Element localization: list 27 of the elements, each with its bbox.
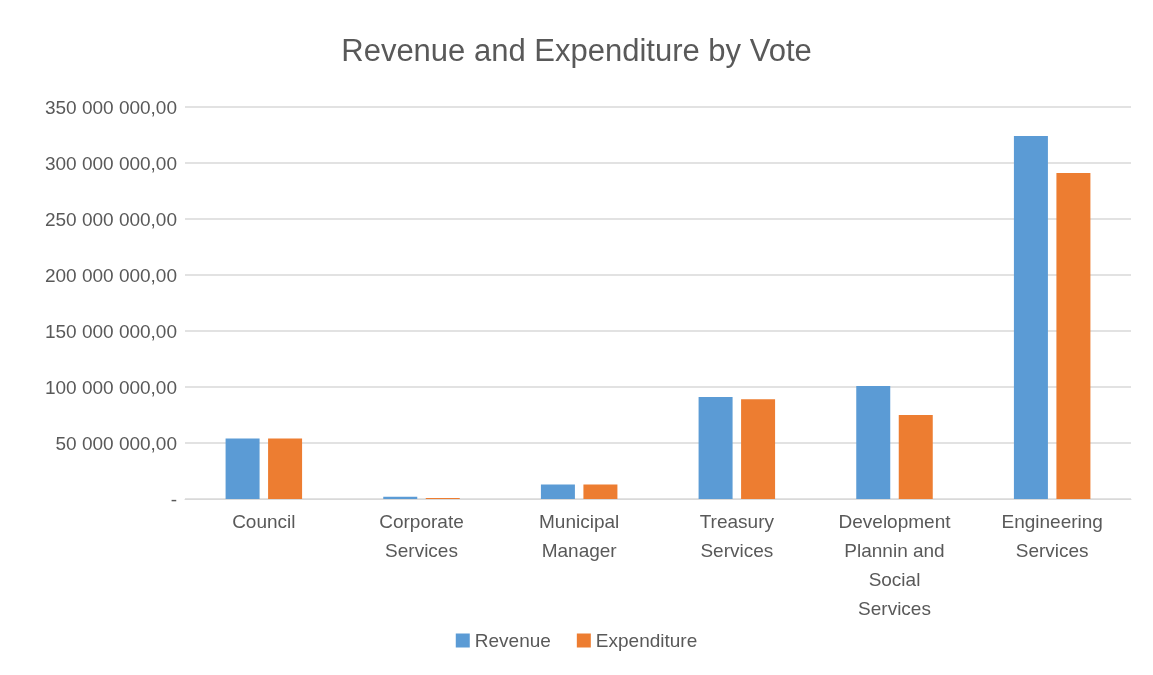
- bar: [583, 484, 618, 499]
- x-tick-label: Corporate Services: [379, 511, 464, 561]
- y-tick-label: 250 000 000,00: [44, 208, 177, 230]
- chart-title: Revenue and Expenditure by Vote: [341, 33, 812, 68]
- legend-label: Revenue: [474, 630, 551, 651]
- bar: [540, 484, 575, 499]
- bar: [698, 397, 733, 499]
- bar: [1056, 173, 1091, 499]
- bar: [1013, 136, 1048, 499]
- y-tick-label: 50 000 000,00: [55, 432, 177, 454]
- legend-label: Expenditure: [595, 630, 698, 651]
- x-tick-label: Development Plannin and Social Services: [838, 511, 952, 619]
- y-tick-label: 300 000 000,00: [44, 152, 177, 174]
- x-tick-label: Council: [232, 511, 296, 532]
- y-tick-label: 150 000 000,00: [44, 320, 177, 342]
- x-tick-label: Municipal Manager: [539, 511, 620, 561]
- bar: [268, 438, 303, 499]
- bar: [856, 385, 891, 499]
- y-tick-label: 350 000 000,00: [44, 96, 177, 118]
- bar: [741, 399, 776, 499]
- bar: [225, 438, 260, 499]
- x-tick-label: Treasury Services: [699, 511, 775, 561]
- y-tick-label: 200 000 000,00: [44, 264, 177, 286]
- x-tick-label: Engineering Services: [1001, 511, 1103, 561]
- y-tick-label: 100 000 000,00: [44, 376, 177, 398]
- y-tick-label: -: [170, 488, 177, 510]
- bar: [898, 415, 933, 499]
